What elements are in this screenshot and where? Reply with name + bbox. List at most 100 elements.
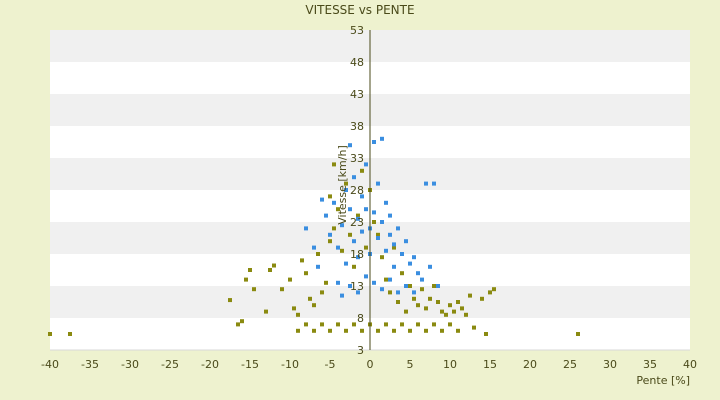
data-point — [412, 296, 416, 301]
data-point — [404, 284, 408, 288]
data-point — [264, 309, 268, 314]
data-point — [424, 181, 428, 186]
data-point — [360, 194, 364, 199]
data-point — [328, 232, 332, 237]
x-tick-labels: -40 -35 -30 -25 -20 -15 -10 -5 0 5 10 15 20 25 30 35 40 — [41, 358, 697, 371]
data-point — [356, 290, 360, 295]
data-point — [388, 232, 392, 237]
data-point — [412, 255, 416, 260]
data-point — [384, 277, 388, 282]
data-point — [344, 188, 348, 192]
data-point — [392, 242, 396, 247]
data-point — [320, 197, 324, 202]
x-tick-label: -35 — [81, 358, 99, 371]
x-tick-label: 35 — [643, 358, 657, 371]
data-point — [432, 322, 436, 327]
data-point — [304, 322, 308, 327]
data-point — [428, 264, 432, 269]
data-point — [408, 328, 412, 333]
data-point — [388, 290, 392, 295]
data-point — [364, 245, 368, 250]
data-point — [380, 220, 384, 224]
data-point — [416, 271, 420, 276]
x-tick-label: -20 — [201, 358, 219, 371]
data-point — [268, 268, 272, 272]
x-tick-label: -10 — [281, 358, 299, 371]
data-point — [428, 296, 432, 301]
points-layer — [48, 136, 580, 336]
data-point — [228, 298, 232, 303]
data-point — [388, 277, 392, 282]
data-point — [248, 268, 252, 272]
data-point — [376, 328, 380, 333]
data-point — [348, 207, 352, 212]
x-tick-label: 15 — [483, 358, 497, 371]
data-point — [344, 261, 348, 266]
data-point — [364, 207, 368, 212]
data-point — [48, 332, 52, 336]
data-point — [416, 322, 420, 327]
data-point — [356, 255, 360, 260]
data-point — [328, 328, 332, 333]
data-point — [312, 245, 316, 250]
data-point — [392, 264, 396, 269]
data-point — [340, 248, 344, 253]
chart-title: VITESSE vs PENTE — [305, 3, 414, 17]
data-point — [436, 284, 440, 288]
data-point — [404, 309, 408, 314]
x-tick-label: -25 — [161, 358, 179, 371]
data-point — [316, 264, 320, 269]
data-point — [384, 200, 388, 205]
data-point — [244, 277, 248, 282]
data-point — [364, 274, 368, 279]
data-point — [412, 290, 416, 295]
data-point — [448, 322, 452, 327]
y-tick-label: 23 — [350, 216, 364, 229]
data-point — [280, 287, 284, 292]
data-point — [380, 136, 384, 141]
x-tick-label: 20 — [523, 358, 537, 371]
data-point — [416, 303, 420, 308]
data-point — [300, 258, 304, 263]
data-point — [436, 300, 440, 304]
data-point — [392, 245, 396, 250]
data-point — [424, 306, 428, 311]
data-point — [372, 220, 376, 224]
data-point — [348, 143, 352, 148]
x-tick-label: 5 — [407, 358, 414, 371]
data-point — [440, 309, 444, 314]
data-point — [304, 271, 308, 276]
data-point — [324, 280, 328, 285]
y-tick-label: 3 — [357, 344, 364, 357]
data-point — [312, 303, 316, 308]
data-point — [396, 226, 400, 231]
data-point — [432, 284, 436, 288]
x-tick-label: -15 — [241, 358, 259, 371]
data-point — [492, 287, 496, 292]
y-tick-label: 18 — [350, 248, 364, 261]
x-tick-label: -30 — [121, 358, 139, 371]
data-point — [304, 226, 308, 231]
data-point — [328, 194, 332, 199]
data-point — [296, 328, 300, 333]
data-point — [384, 248, 388, 253]
data-point — [68, 332, 72, 336]
data-point — [324, 213, 328, 218]
data-point — [336, 322, 340, 327]
data-point — [472, 325, 476, 330]
data-point — [372, 140, 376, 144]
data-point — [480, 296, 484, 301]
data-point — [320, 290, 324, 295]
data-point — [360, 168, 364, 173]
x-tick-label: -5 — [325, 358, 336, 371]
data-point — [272, 263, 276, 268]
data-point — [332, 162, 336, 167]
data-point — [344, 181, 348, 186]
y-tick-label: 13 — [350, 280, 364, 293]
data-point — [376, 181, 380, 186]
data-point — [376, 236, 380, 240]
x-tick-label: -40 — [41, 358, 59, 371]
